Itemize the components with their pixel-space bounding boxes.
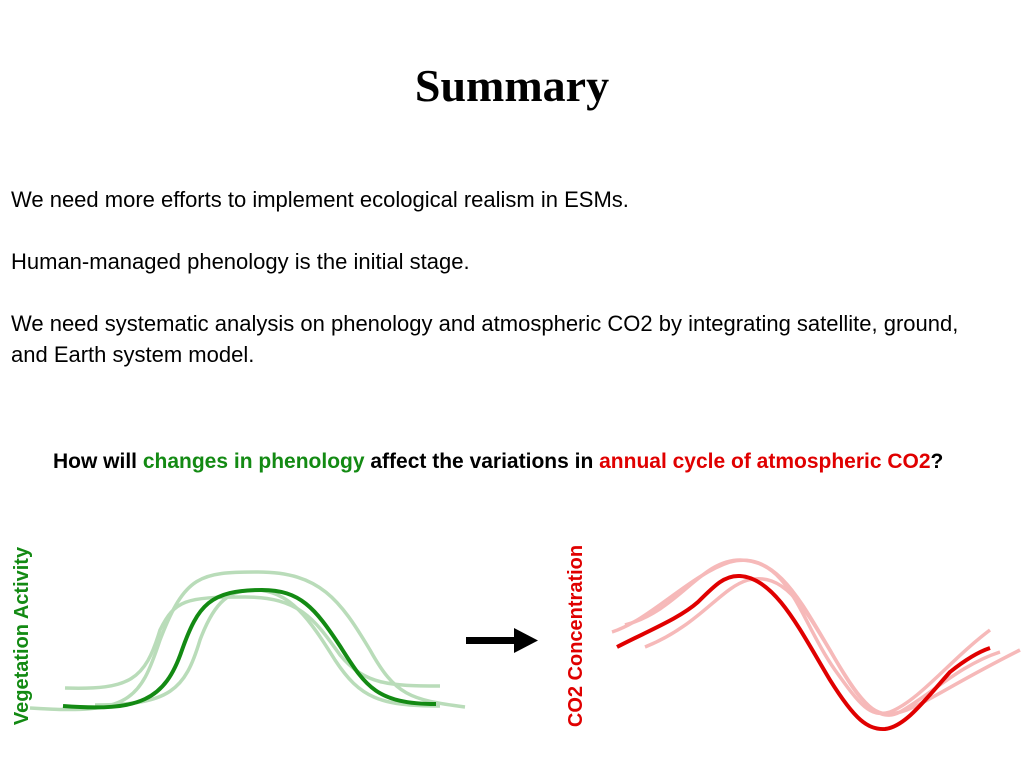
vegetation-curve-faint-3 — [94, 588, 441, 708]
co2-curve-main — [616, 573, 991, 732]
research-question: How will changes in phenology affect the… — [53, 447, 953, 477]
question-text-2: affect the variations in — [364, 450, 600, 473]
question-text-3: ? — [930, 450, 944, 473]
page-title: Summary — [414, 60, 610, 111]
question-highlight-co2: annual cycle of atmospheric CO2 — [599, 450, 931, 473]
vegetation-curve-main — [62, 587, 437, 710]
summary-point-1: We need more efforts to implement ecolog… — [11, 187, 629, 212]
summary-point-2: Human-managed phenology is the initial s… — [11, 249, 470, 274]
vegetation-curve-faint-1 — [29, 570, 466, 712]
question-text-1: How will — [53, 450, 143, 473]
co2-curve-faint-3 — [644, 576, 1001, 717]
question-highlight-phenology: changes in phenology — [142, 450, 365, 473]
co2-curve-faint-2 — [624, 558, 992, 716]
summary-point-3: We need systematic analysis on phenology… — [11, 311, 959, 367]
arrow-icon — [466, 628, 538, 653]
